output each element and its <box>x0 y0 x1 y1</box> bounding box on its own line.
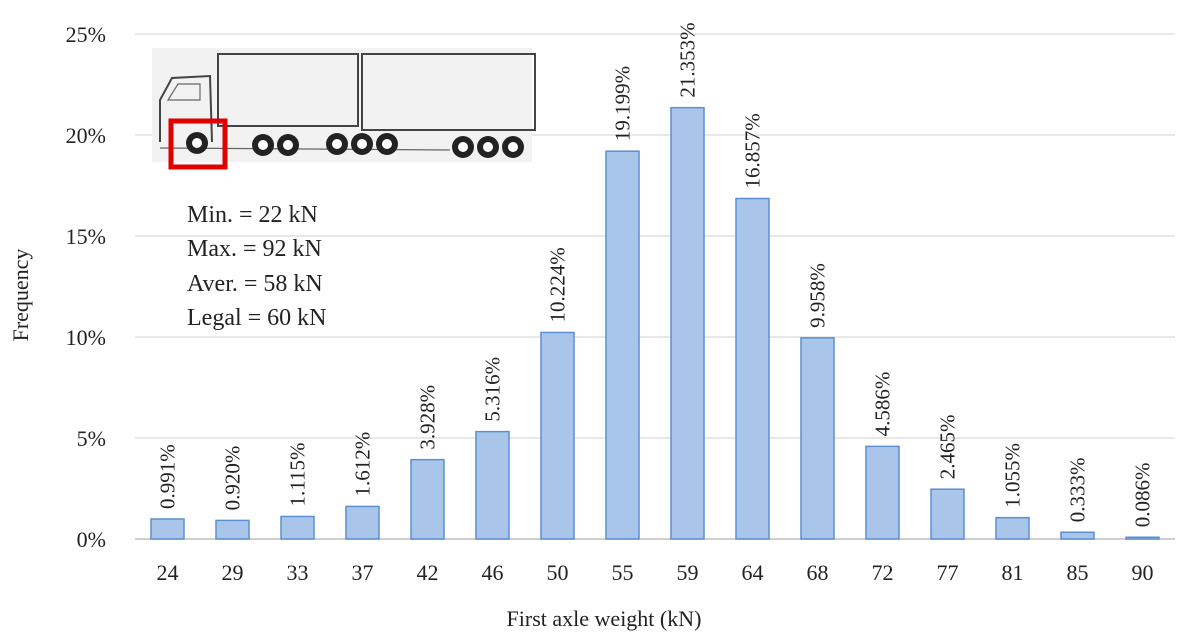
first-axle-highlight <box>168 118 228 170</box>
data-label: 0.333% <box>1066 458 1090 523</box>
bar <box>1060 531 1095 540</box>
bar <box>995 516 1030 540</box>
data-label: 1.115% <box>286 443 310 507</box>
y-tick-label: 10% <box>66 325 106 350</box>
stat-legal: Legal = 60 kN <box>187 305 327 331</box>
y-axis-ticks: 0% 5% 10% 15% 20% 25% <box>66 22 106 552</box>
y-tick-label: 20% <box>66 123 106 148</box>
truck-icon <box>152 48 536 170</box>
data-label: 0.086% <box>1131 463 1155 528</box>
bar <box>280 515 315 540</box>
x-tick-label: 85 <box>1067 560 1089 585</box>
x-tick-label: 55 <box>612 560 634 585</box>
data-label: 0.920% <box>221 446 245 511</box>
y-tick-label: 0% <box>77 527 106 552</box>
data-label: 4.586% <box>871 372 895 437</box>
x-tick-label: 77 <box>937 560 959 585</box>
bar <box>150 518 185 540</box>
data-label: 0.991% <box>156 444 180 509</box>
stat-min: Min. = 22 kN <box>187 202 318 228</box>
stat-max: Max. = 92 kN <box>187 236 322 262</box>
x-tick-label: 42 <box>417 560 439 585</box>
y-axis-title: Frequency <box>8 249 33 342</box>
data-label: 19.199% <box>611 66 635 141</box>
wheel-group <box>186 132 524 158</box>
bars <box>150 106 1160 540</box>
y-tick-label: 25% <box>66 22 106 47</box>
bar <box>540 331 575 540</box>
x-axis-ticks: 24 29 33 37 42 46 50 55 59 64 68 72 77 81 85 90 <box>157 560 1154 585</box>
bar <box>345 505 380 540</box>
data-label: 21.353% <box>676 22 700 97</box>
x-tick-label: 46 <box>482 560 504 585</box>
data-label: 9.958% <box>806 263 830 328</box>
statistics-annotation: Min. = 22 kN Max. = 92 kN Aver. = 58 kN … <box>187 202 327 331</box>
y-tick-label: 15% <box>66 224 106 249</box>
data-label: 16.857% <box>741 113 765 188</box>
bar <box>735 197 770 540</box>
x-tick-label: 24 <box>157 560 179 585</box>
x-tick-label: 81 <box>1002 560 1024 585</box>
x-tick-label: 90 <box>1132 560 1154 585</box>
bar <box>475 430 510 540</box>
x-tick-label: 33 <box>287 560 309 585</box>
data-label: 1.055% <box>1001 443 1025 508</box>
bar <box>865 445 900 540</box>
data-label: 3.928% <box>416 385 440 450</box>
bar <box>670 106 705 540</box>
x-tick-label: 50 <box>547 560 569 585</box>
x-axis-title: First axle weight (kN) <box>507 606 702 631</box>
data-label: 5.316% <box>481 357 505 422</box>
data-labels: 0.991% 0.920% 1.115% 1.612% 3.928% 5.316% 10.2… <box>156 22 1155 527</box>
bar <box>800 337 835 540</box>
x-tick-label: 59 <box>677 560 699 585</box>
data-label: 2.465% <box>936 414 960 479</box>
stat-average: Aver. = 58 kN <box>187 271 323 297</box>
data-label: 10.224% <box>546 247 570 322</box>
x-tick-label: 64 <box>742 560 764 585</box>
x-tick-label: 29 <box>222 560 244 585</box>
x-tick-label: 68 <box>807 560 829 585</box>
y-tick-label: 5% <box>77 426 106 451</box>
bar <box>930 488 965 540</box>
bar <box>215 519 250 540</box>
bar <box>1125 536 1160 540</box>
x-tick-label: 72 <box>872 560 894 585</box>
data-label: 1.612% <box>351 432 375 497</box>
bar <box>410 458 445 540</box>
bar <box>605 150 640 540</box>
x-tick-label: 37 <box>352 560 374 585</box>
